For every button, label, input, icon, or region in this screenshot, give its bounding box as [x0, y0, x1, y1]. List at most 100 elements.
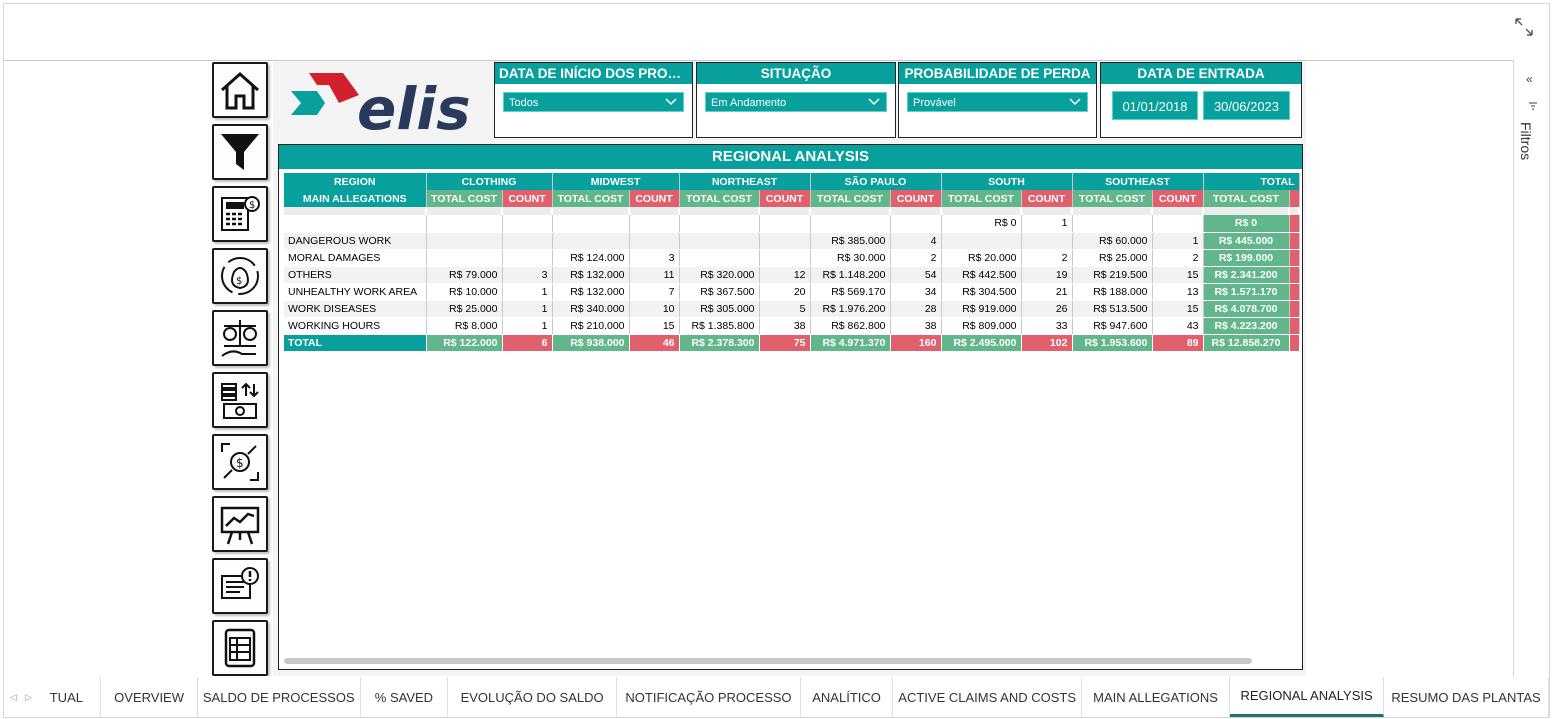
- table-row[interactable]: WORKING HOURS R$ 8.000 1 R$ 210.000 15 R$ 1.3…: [284, 317, 1300, 335]
- table-row[interactable]: UNHEALTHY WORK AREA R$ 10.000 1 R$ 132.000 7…: [284, 283, 1300, 301]
- measure-header: TOTAL COST: [679, 190, 760, 207]
- measure-header: COUNT: [1021, 190, 1073, 207]
- tab-scroll-left-icon[interactable]: ◁: [10, 691, 17, 702]
- measure-header: COUNT: [759, 190, 811, 207]
- count-cell: 20: [759, 283, 811, 301]
- cost-cell: [679, 249, 760, 267]
- tab-resumo-das-plantas[interactable]: RESUMO DAS PLANTAS: [1384, 677, 1549, 717]
- header-spacer: [284, 207, 1300, 215]
- count-cell: 38: [890, 317, 942, 335]
- end-date-field[interactable]: 30/06/2023: [1203, 91, 1290, 120]
- total-cost-cell: R$ 938.000: [552, 334, 630, 351]
- cost-cell: [941, 232, 1022, 250]
- table-row[interactable]: MORAL DAMAGES R$ 124.000 3 R$ 30.000 2 R$ 20.…: [284, 249, 1300, 267]
- cost-cell: R$ 188.000: [1072, 283, 1153, 301]
- tab-evolu-o-do-saldo[interactable]: EVOLUÇÃO DO SALDO: [448, 677, 618, 717]
- tab-overview[interactable]: OVERVIEW: [101, 677, 198, 717]
- balance-money-icon: [221, 320, 257, 357]
- cost-cell: R$ 320.000: [679, 266, 760, 284]
- chevron-down-icon: [665, 98, 677, 106]
- row-total-cost: R$ 1.571.170: [1203, 283, 1290, 301]
- nav-presentation-button[interactable]: [212, 496, 268, 552]
- region-header: NORTHEAST: [679, 173, 811, 190]
- svg-text:$: $: [236, 276, 242, 287]
- nav-filter-button[interactable]: [212, 124, 268, 180]
- nav-balance-button[interactable]: [212, 310, 268, 366]
- count-cell: [759, 215, 811, 233]
- nav-money-cycle-button[interactable]: $: [212, 248, 268, 304]
- nav-table-button[interactable]: [212, 620, 268, 676]
- count-cell: 2: [1152, 249, 1204, 267]
- tab-anal-tico[interactable]: ANALÍTICO: [801, 677, 894, 717]
- horizontal-scrollbar[interactable]: [284, 658, 1252, 664]
- count-cell: [759, 232, 811, 250]
- data-inicio-dropdown[interactable]: Todos: [503, 92, 684, 112]
- grand-total-count-truncated: [1289, 334, 1300, 351]
- presentation-chart-icon: [220, 506, 260, 545]
- nav-alert-doc-button[interactable]: [212, 558, 268, 614]
- cost-cell: [679, 215, 760, 233]
- chevron-down-icon: [1069, 98, 1081, 106]
- slicer-probabilidade: PROBABILIDADE DE PERDA Provável: [898, 62, 1097, 138]
- tab-active-claims-and-costs[interactable]: ACTIVE CLAIMS AND COSTS: [893, 677, 1083, 717]
- probabilidade-dropdown[interactable]: Provável: [907, 92, 1088, 112]
- table-row[interactable]: WORK DISEASES R$ 25.000 1 R$ 340.000 10 R$ 30…: [284, 300, 1300, 318]
- nav-coins-button[interactable]: [212, 372, 268, 428]
- cost-cell: R$ 1.148.200: [810, 266, 891, 284]
- cost-cell: [1072, 215, 1153, 233]
- tab-saldo-de-processos[interactable]: SALDO DE PROCESSOS: [198, 677, 361, 717]
- region-header: CLOTHING: [426, 173, 553, 190]
- table-row[interactable]: OTHERS R$ 79.000 3 R$ 132.000 11 R$ 320.000 12…: [284, 266, 1300, 284]
- measure-header: COUNT: [629, 190, 680, 207]
- count-cell: 21: [1021, 283, 1073, 301]
- count-cell: 26: [1021, 300, 1073, 318]
- cost-cell: R$ 862.800: [810, 317, 891, 335]
- cost-cell: R$ 20.000: [941, 249, 1022, 267]
- page-tabs: ◁ ▷ TUAL OVERVIEW SALDO DE PROCESSOS% SAVE…: [3, 677, 1550, 718]
- nav-home-button[interactable]: [212, 62, 268, 118]
- cost-cell: R$ 340.000: [552, 300, 630, 318]
- table-row[interactable]: DANGEROUS WORK R$ 385.000 4 R$ 60.000 1 R$ 44…: [284, 232, 1300, 250]
- nav-calculator-button[interactable]: $: [212, 186, 268, 242]
- nav-exchange-button[interactable]: $: [212, 434, 268, 490]
- measure-header: TOTAL COST: [1203, 190, 1290, 207]
- row-label: [284, 215, 427, 233]
- table-row[interactable]: R$ 0 1 R$ 0: [284, 215, 1300, 233]
- count-cell: 1: [502, 300, 553, 318]
- total-cost-cell: R$ 1.953.600: [1072, 334, 1153, 351]
- filters-label[interactable]: Filtros: [1518, 122, 1534, 161]
- situacao-dropdown[interactable]: Em Andamento: [705, 92, 887, 112]
- cost-cell: R$ 385.000: [810, 232, 891, 250]
- tab-notifica-o-processo[interactable]: NOTIFICAÇÃO PROCESSO: [617, 677, 801, 717]
- region-header: SOUTH: [941, 173, 1073, 190]
- slicer-title: SITUAÇÃO: [697, 63, 895, 84]
- cost-cell: R$ 219.500: [1072, 266, 1153, 284]
- tab-scroll-right-icon[interactable]: ▷: [24, 691, 32, 702]
- tab-saved[interactable]: % SAVED: [361, 677, 449, 717]
- dropdown-value: Provável: [913, 97, 956, 109]
- row-label: OTHERS: [284, 266, 427, 284]
- tab-regional-analysis[interactable]: REGIONAL ANALYSIS: [1230, 677, 1385, 717]
- tab-scroll-controls: ◁ ▷: [4, 677, 50, 717]
- tab-tual[interactable]: TUAL: [50, 677, 102, 717]
- money-bag-cycle-icon: $: [221, 257, 259, 295]
- total-count-cell: 102: [1021, 334, 1073, 351]
- expand-icon[interactable]: [1513, 16, 1535, 38]
- slicer-title: DATA DE ENTRADA: [1101, 63, 1301, 84]
- count-cell: 19: [1021, 266, 1073, 284]
- count-cell: [629, 232, 680, 250]
- count-cell: [759, 249, 811, 267]
- region-header: SOUTHEAST: [1072, 173, 1204, 190]
- cost-cell: R$ 132.000: [552, 266, 630, 284]
- row-total-count-truncated: [1289, 249, 1300, 267]
- grand-total-row: TOTAL R$ 122.000 6 R$ 938.000 46 R$ 2.378.300…: [284, 334, 1300, 351]
- elis-logo: elis: [291, 73, 471, 139]
- start-date-field[interactable]: 01/01/2018: [1112, 91, 1198, 120]
- tab-main-allegations[interactable]: MAIN ALLEGATIONS: [1082, 677, 1231, 717]
- cost-cell: R$ 947.600: [1072, 317, 1153, 335]
- grand-total-cost: R$ 12.858.270: [1203, 334, 1290, 351]
- cost-cell: R$ 809.000: [941, 317, 1022, 335]
- logo-text: elis: [357, 75, 471, 139]
- measure-header: TOTAL COST: [810, 190, 891, 207]
- collapse-filters-button[interactable]: «: [1526, 72, 1533, 86]
